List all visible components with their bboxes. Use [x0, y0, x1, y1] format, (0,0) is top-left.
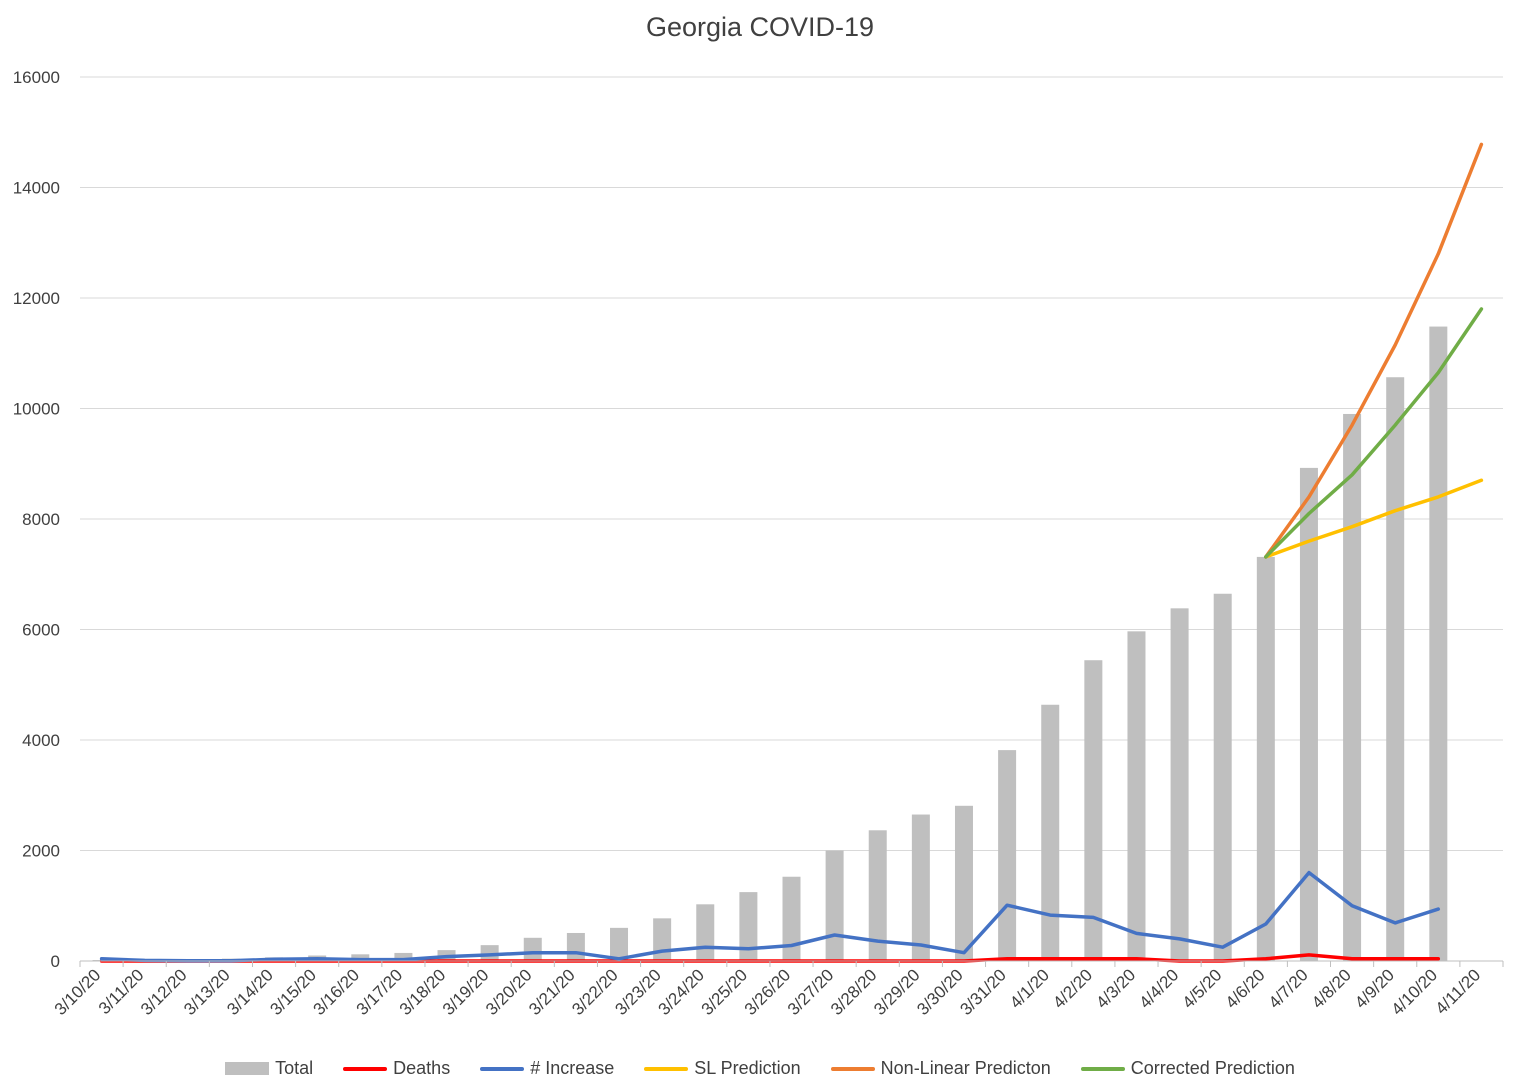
line-corrected-prediction: [1264, 307, 1484, 559]
x-tick-label: 3/31/20: [956, 965, 1010, 1019]
bar-total: [782, 876, 801, 961]
y-tick-label: 2000: [22, 842, 60, 861]
bar-total: [1127, 631, 1146, 961]
legend-swatch: [830, 1066, 875, 1071]
x-tick-label: 3/26/20: [741, 965, 795, 1019]
y-tick-label: 8000: [22, 510, 60, 529]
x-tick-label: 4/2/20: [1049, 965, 1096, 1012]
x-tick-label: 3/28/20: [827, 965, 881, 1019]
bar-total: [739, 892, 758, 961]
line-increase: [99, 870, 1441, 963]
y-tick-label: 12000: [13, 289, 60, 308]
x-tick-label: 4/4/20: [1136, 965, 1183, 1012]
x-tick-label: 3/16/20: [310, 965, 364, 1019]
y-tick-label: 10000: [13, 400, 60, 419]
legend-item: SL Prediction: [644, 1058, 801, 1079]
bar-total: [1429, 326, 1448, 962]
x-tick-label: 3/20/20: [482, 965, 536, 1019]
legend-swatch: [480, 1066, 525, 1071]
x-tick-label: 3/18/20: [396, 965, 450, 1019]
legend-swatch: [225, 1062, 270, 1075]
bar-total: [653, 918, 672, 961]
bar-total: [998, 750, 1017, 961]
x-tick-label: 4/11/20: [1432, 965, 1485, 1018]
x-tick-label: 3/21/20: [525, 965, 579, 1019]
x-tick-label: 3/13/20: [180, 965, 234, 1019]
x-tick-label: 3/27/20: [784, 965, 838, 1019]
bar-total: [523, 937, 542, 961]
legend-label: SL Prediction: [694, 1058, 801, 1078]
legend-item: Corrected Prediction: [1080, 1058, 1295, 1079]
legend-label: Corrected Prediction: [1130, 1058, 1295, 1078]
bar-total: [825, 850, 844, 961]
y-tick-label: 14000: [13, 179, 60, 198]
x-tick-label: 4/7/20: [1265, 965, 1312, 1012]
bar-total: [1299, 467, 1318, 961]
bar-total: [1170, 608, 1189, 961]
bar-total: [954, 805, 973, 961]
x-axis-ticks: 3/10/203/11/203/12/203/13/203/14/203/15/…: [51, 965, 1484, 1019]
bar-total: [394, 952, 413, 961]
x-tick-label: 3/22/20: [568, 965, 622, 1019]
x-tick-label: 3/17/20: [353, 965, 407, 1019]
x-tick-label: 3/10/20: [51, 965, 105, 1019]
bar-total: [351, 954, 370, 961]
y-tick-label: 6000: [22, 621, 60, 640]
bar-total: [1343, 413, 1362, 962]
line-sl-prediction: [1264, 478, 1484, 559]
legend-item: Deaths: [343, 1058, 450, 1079]
bar-total: [1386, 377, 1405, 961]
x-tick-label: 4/3/20: [1092, 965, 1139, 1012]
bar-total: [911, 814, 930, 961]
legend: Total Deaths # Increase SL Prediction Non-Li…: [0, 1058, 1520, 1079]
x-tick-label: 4/6/20: [1222, 965, 1269, 1012]
bar-total: [480, 945, 499, 961]
legend-label: # Increase: [530, 1058, 615, 1078]
bar-total: [1213, 593, 1232, 961]
bar-series: [92, 326, 1448, 962]
bar-total: [1041, 704, 1060, 961]
x-tick-label: 3/24/20: [655, 965, 709, 1019]
bar-total: [868, 830, 887, 961]
x-tick-label: 4/10/20: [1388, 965, 1442, 1019]
x-axis: [79, 960, 1504, 967]
x-tick-label: 3/19/20: [439, 965, 493, 1019]
legend-label: Deaths: [393, 1058, 451, 1078]
legend-label: Total: [275, 1058, 314, 1078]
bar-total: [696, 904, 715, 961]
x-tick-label: 3/11/20: [95, 965, 148, 1018]
bar-total: [566, 932, 585, 961]
x-tick-label: 4/1/20: [1006, 965, 1053, 1012]
bar-total: [1256, 556, 1275, 961]
x-tick-label: 3/23/20: [611, 965, 665, 1019]
x-tick-label: 3/25/20: [698, 965, 752, 1019]
x-tick-label: 3/14/20: [223, 965, 277, 1019]
bar-total: [1084, 660, 1103, 961]
x-tick-label: 3/12/20: [137, 965, 191, 1019]
y-tick-label: 4000: [22, 731, 60, 750]
legend-swatch: [1080, 1066, 1125, 1071]
legend-label: Non-Linear Predicton: [880, 1058, 1051, 1078]
legend-swatch: [644, 1066, 689, 1071]
legend-item: # Increase: [480, 1058, 614, 1079]
x-tick-label: 3/30/20: [913, 965, 967, 1019]
bar-total: [610, 927, 629, 961]
line-non-linear-predicton: [1264, 142, 1484, 559]
y-axis-ticks: 0 2000 4000 6000 8000 10000 12000 14000 16000: [13, 68, 60, 971]
legend-item: Total: [225, 1058, 313, 1079]
x-tick-label: 4/5/20: [1179, 965, 1226, 1012]
legend-swatch: [343, 1066, 388, 1071]
legend-item: Non-Linear Predicton: [830, 1058, 1051, 1079]
y-tick-label: 16000: [13, 68, 60, 87]
chart-title: Georgia COVID-19: [645, 12, 875, 42]
y-tick-label: 0: [51, 952, 60, 971]
x-tick-label: 3/15/20: [266, 965, 320, 1019]
x-tick-label: 3/29/20: [870, 965, 924, 1019]
gridlines: [80, 76, 1503, 851]
x-tick-label: 4/8/20: [1308, 965, 1355, 1012]
